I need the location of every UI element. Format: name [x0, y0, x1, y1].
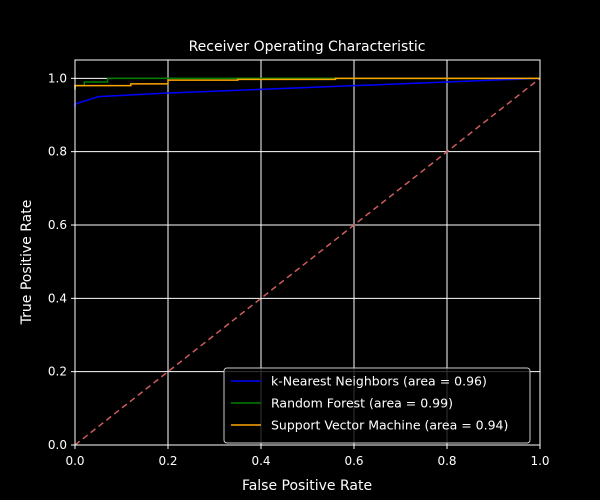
chart-title: Receiver Operating Characteristic [189, 39, 426, 55]
chance-diagonal-line [74, 77, 541, 446]
legend-label: Support Vector Machine (area = 0.94) [271, 418, 508, 433]
y-axis-label: True Positive Rate [19, 200, 35, 326]
legend-label: Random Forest (area = 0.99) [271, 396, 453, 411]
x-tick-label: 0.4 [251, 454, 270, 468]
y-tick-label: 1.0 [48, 71, 67, 85]
legend-box [223, 367, 531, 444]
legend: k-Nearest Neighbors (area = 0.96) Random … [223, 367, 531, 444]
plot-frame [74, 59, 541, 446]
x-tick-label: 0.2 [158, 454, 177, 468]
y-tick-label: 0.6 [48, 218, 67, 232]
y-tick-label: 0.4 [48, 291, 67, 305]
y-ticks: 0.0 0.2 0.4 0.6 0.8 1.0 [48, 71, 75, 452]
x-tick-label: 0.0 [65, 454, 84, 468]
plot-lines [74, 77, 541, 446]
grid [74, 60, 541, 446]
y-tick-label: 0.8 [48, 145, 67, 159]
x-tick-label: 0.8 [437, 454, 456, 468]
legend-label: k-Nearest Neighbors (area = 0.96) [271, 374, 487, 389]
x-ticks: 0.0 0.2 0.4 0.6 0.8 1.0 [65, 445, 550, 468]
y-tick-label: 0.2 [48, 365, 67, 379]
y-tick-label: 0.0 [48, 438, 67, 452]
series-line-0 [74, 77, 541, 108]
x-tick-label: 1.0 [530, 454, 549, 468]
x-tick-label: 0.6 [344, 454, 363, 468]
series-line-2 [74, 77, 540, 90]
x-axis-label: False Positive Rate [242, 478, 372, 494]
